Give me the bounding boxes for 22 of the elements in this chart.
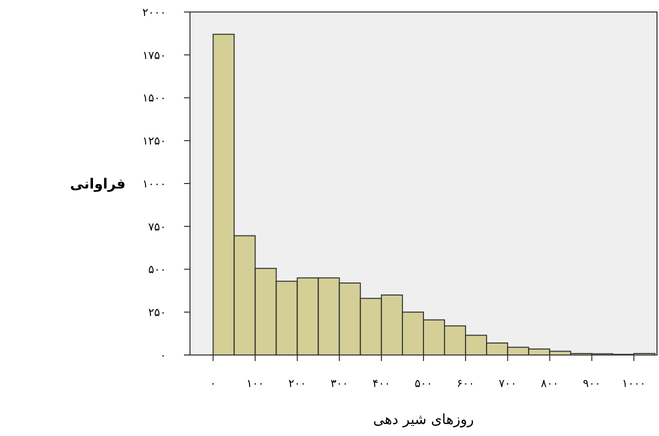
y-tick-label: ۱۵۰۰ [142, 92, 166, 105]
x-tick-label: ۱۰۰ [246, 376, 264, 390]
x-tick-label: ۹۰۰ [582, 376, 601, 390]
x-tick-label: ۰ [210, 376, 216, 390]
x-tick-label: ۴۰۰ [372, 376, 390, 390]
x-tick-label: ۷۰۰ [498, 376, 517, 390]
x-tick-label: ۲۰۰ [288, 376, 306, 390]
x-tick-label: ۸۰۰ [540, 376, 559, 390]
x-tick-label: ۱۰۰۰ [622, 376, 646, 390]
x-tick-label: ۵۰۰ [414, 376, 432, 390]
y-tick-label: ۱۲۵۰ [142, 134, 166, 148]
y-tick-label: ۲۵۰ [148, 306, 166, 320]
y-tick-label: ۲۰۰۰ [142, 6, 166, 19]
x-tick-label: ۳۰۰ [330, 376, 348, 390]
x-axis-title: روزهای شیر دهی [373, 412, 474, 428]
y-tick-label: ۰ [160, 348, 166, 362]
y-tick-label: ۷۵۰ [148, 220, 166, 234]
y-tick-label: ۱۷۵۰ [142, 48, 166, 62]
y-tick-label: ۱۰۰۰ [142, 177, 166, 190]
x-tick-label: ۶۰۰ [456, 376, 474, 390]
y-tick-label: ۵۰۰ [148, 263, 166, 276]
y-axis-title: فراوانی [70, 176, 126, 192]
